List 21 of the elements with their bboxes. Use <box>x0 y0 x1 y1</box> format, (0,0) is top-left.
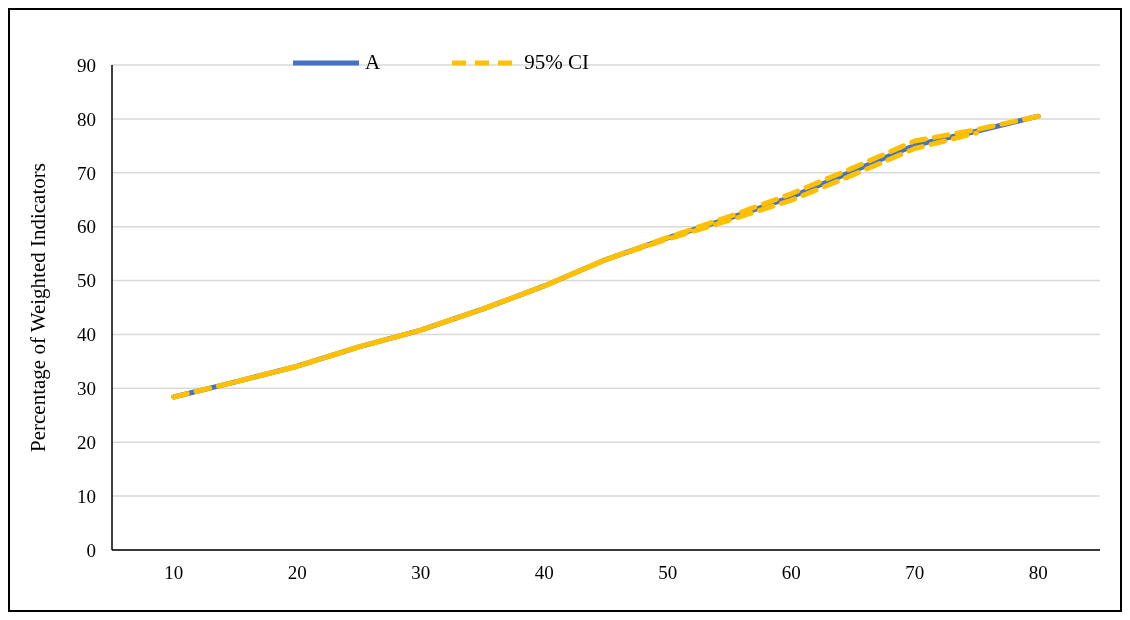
legend-label: 95% CI <box>524 50 589 75</box>
x-tick-label: 30 <box>411 562 431 584</box>
x-tick-label: 20 <box>287 562 307 584</box>
y-tick-label: 50 <box>77 270 96 292</box>
legend-label: A <box>365 50 381 75</box>
y-tick-label: 10 <box>77 485 96 507</box>
x-tick-label: 70 <box>905 562 925 584</box>
y-tick-label: 70 <box>77 162 96 184</box>
y-tick-label: 60 <box>77 216 96 238</box>
y-tick-label: 80 <box>77 108 96 130</box>
x-tick-label: 80 <box>1028 562 1048 584</box>
x-tick-label: 10 <box>164 562 184 584</box>
y-tick-label: 0 <box>86 539 96 561</box>
x-tick-label: 50 <box>658 562 678 584</box>
y-tick-label: 40 <box>77 324 96 346</box>
y-tick-label: 90 <box>77 54 96 76</box>
y-tick-label: 30 <box>77 378 96 400</box>
x-tick-label: 40 <box>534 562 554 584</box>
x-tick-label: 60 <box>781 562 801 584</box>
y-axis-title: Percentage of Weighted Indicators <box>26 163 51 452</box>
y-tick-label: 20 <box>77 431 96 453</box>
